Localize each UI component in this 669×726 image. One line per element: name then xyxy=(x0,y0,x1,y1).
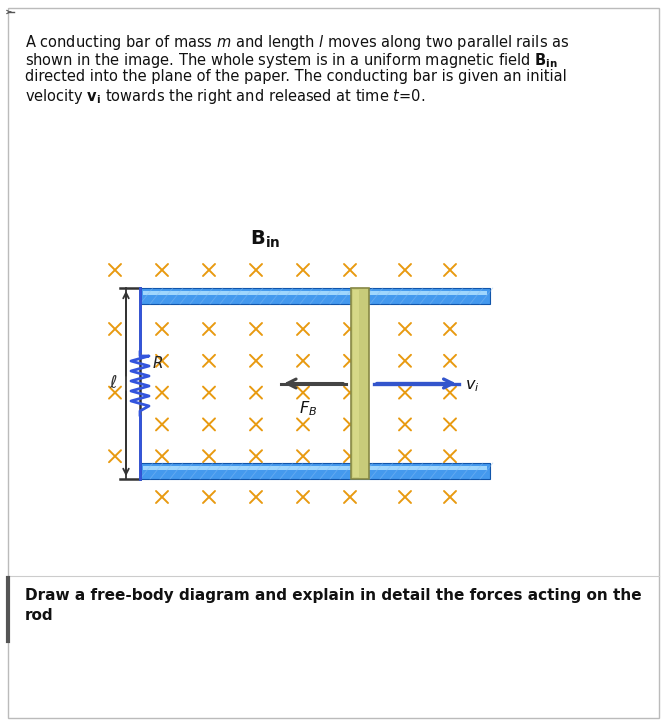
Bar xyxy=(351,288,369,479)
Bar xyxy=(143,466,487,470)
Text: directed into the plane of the paper. The conducting bar is given an initial: directed into the plane of the paper. Th… xyxy=(25,69,567,84)
FancyBboxPatch shape xyxy=(8,8,659,718)
Text: Draw a free-body diagram and explain in detail the forces acting on the: Draw a free-body diagram and explain in … xyxy=(25,588,642,603)
Text: $\ell$: $\ell$ xyxy=(108,375,117,393)
Bar xyxy=(143,291,487,295)
Text: rod: rod xyxy=(25,608,54,623)
Bar xyxy=(140,288,490,304)
Bar xyxy=(353,290,359,477)
Bar xyxy=(140,463,490,479)
Text: $R$: $R$ xyxy=(152,356,163,372)
Text: $F_B$: $F_B$ xyxy=(300,399,318,418)
Text: $v_i$: $v_i$ xyxy=(465,379,480,394)
Text: A conducting bar of mass $m$ and length $l$ moves along two parallel rails as: A conducting bar of mass $m$ and length … xyxy=(25,33,569,52)
Text: velocity $\mathbf{v_i}$ towards the right and released at time $t$=0.: velocity $\mathbf{v_i}$ towards the righ… xyxy=(25,87,425,106)
Text: $\mathbf{B_{in}}$: $\mathbf{B_{in}}$ xyxy=(250,229,280,250)
Text: shown in the image. The whole system is in a uniform magnetic field $\mathbf{B}_: shown in the image. The whole system is … xyxy=(25,51,558,70)
